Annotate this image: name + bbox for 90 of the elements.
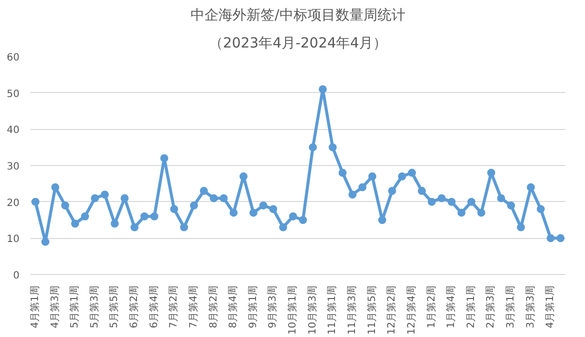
point <box>150 212 158 220</box>
point <box>120 194 129 202</box>
chart-title: 中企海外新签/中标项目数量周统计 <box>190 8 406 24</box>
point <box>418 186 426 195</box>
y-tick-label: 0 <box>13 270 20 282</box>
point <box>100 190 109 199</box>
point <box>546 234 555 242</box>
x-tick-label: 4月第1周 <box>28 285 41 328</box>
point <box>41 238 50 246</box>
point <box>110 220 119 228</box>
point <box>516 223 525 232</box>
point <box>31 198 40 206</box>
point <box>497 194 506 202</box>
point <box>448 198 456 206</box>
point <box>428 198 436 206</box>
point <box>240 172 248 180</box>
x-tick-label: 6月第4周 <box>148 285 160 328</box>
x-tick-label: 8月第2周 <box>207 285 220 328</box>
point <box>556 234 565 242</box>
point <box>259 201 268 210</box>
x-tick-label: 7月第4周 <box>187 285 200 328</box>
point <box>170 205 178 214</box>
point <box>220 194 228 202</box>
x-tick-label: 3月第3周 <box>524 285 536 328</box>
point <box>398 172 406 180</box>
point <box>160 154 168 162</box>
x-tick-label: 5月第3周 <box>88 285 100 328</box>
y-tick-label: 50 <box>6 88 20 100</box>
x-tick-label: 4月第3周 <box>48 285 61 328</box>
x-tick-label: 11月第3周 <box>346 285 358 335</box>
point <box>71 220 80 228</box>
point <box>249 208 258 217</box>
y-tick-label: 20 <box>6 198 20 209</box>
x-tick-label: 10月第3周 <box>306 285 318 335</box>
point <box>438 194 446 202</box>
x-tick-label: 1月第2周 <box>425 285 438 328</box>
point <box>368 172 376 180</box>
point <box>338 168 347 177</box>
point <box>388 186 396 195</box>
point <box>328 143 337 152</box>
point <box>536 205 545 214</box>
x-tick-label: 8月第4周 <box>227 285 240 328</box>
point <box>210 194 218 202</box>
x-tick-label: 6月第2周 <box>128 285 140 328</box>
point <box>487 168 496 177</box>
point <box>279 223 288 232</box>
x-tick-label: 7月第2周 <box>168 285 180 328</box>
point <box>90 194 99 202</box>
point <box>130 223 139 232</box>
point <box>140 212 148 220</box>
point <box>358 183 366 192</box>
x-tick-label: 1月第4周 <box>445 285 458 328</box>
point <box>318 85 327 94</box>
point <box>526 183 535 192</box>
point <box>230 208 238 217</box>
y-tick-label: 30 <box>6 162 20 172</box>
y-tick-label: 60 <box>6 52 20 64</box>
point <box>467 198 476 206</box>
point <box>269 205 278 214</box>
point <box>289 212 298 220</box>
x-tick-label: 9月第1周 <box>246 285 259 328</box>
x-tick-label: 11月第1周 <box>326 285 338 335</box>
point <box>348 190 356 199</box>
x-tick-label: 5月第5周 <box>108 285 120 328</box>
point <box>51 183 60 192</box>
point <box>190 201 198 210</box>
x-tick-label: 2月第1周 <box>464 285 477 328</box>
x-tick-label: 12月第2周 <box>386 285 398 335</box>
point <box>408 168 416 177</box>
x-tick-label: 11月第5周 <box>366 285 378 335</box>
y-tick-label: 10 <box>6 234 20 246</box>
point <box>457 208 466 217</box>
x-tick-label: 3月第1周 <box>504 285 517 328</box>
x-tick-label: 9月第3周 <box>266 285 279 328</box>
x-tick-label: 10月第1周 <box>286 285 299 335</box>
x-tick-label: 2月第3周 <box>484 285 497 328</box>
point <box>80 212 89 220</box>
point <box>378 216 386 224</box>
point <box>180 223 188 232</box>
point <box>61 201 70 210</box>
point <box>200 186 208 195</box>
x-tick-label: 4月第1周 <box>544 285 556 328</box>
point <box>507 201 516 210</box>
point <box>308 143 317 152</box>
point <box>477 208 486 217</box>
y-tick-label: 40 <box>6 125 20 136</box>
point <box>298 216 307 224</box>
chart-subtitle: （2023年4月-2024年4月） <box>208 36 388 52</box>
x-tick-label: 12月第4周 <box>405 285 418 335</box>
x-tick-label: 5月第1周 <box>68 285 81 328</box>
